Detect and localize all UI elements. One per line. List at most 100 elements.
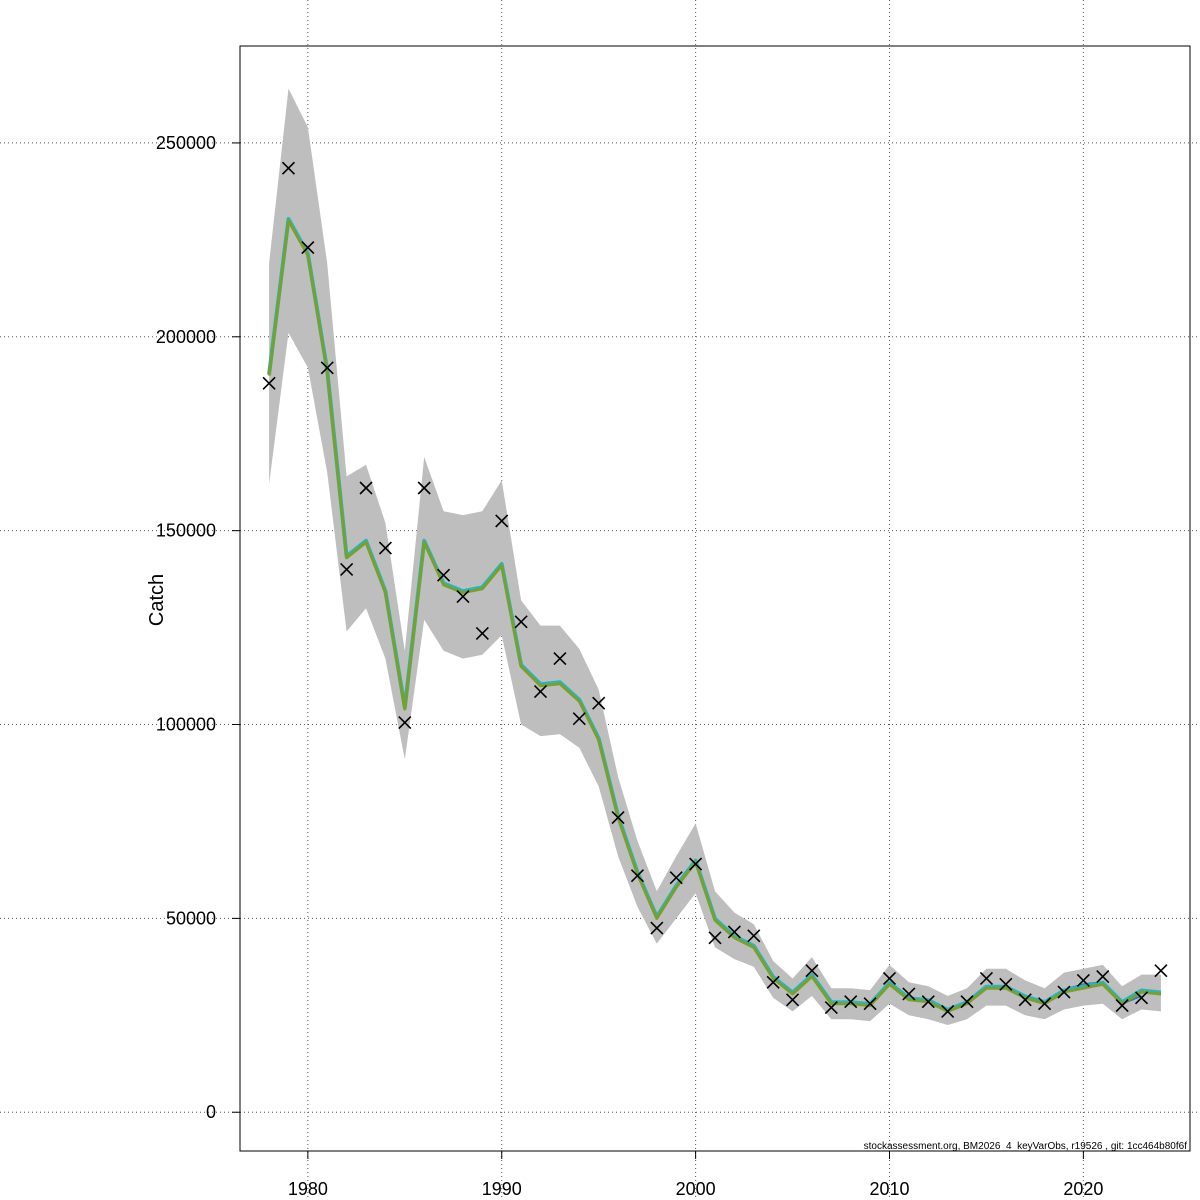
- observed-point-stroke-b: [669, 871, 683, 885]
- observed-point-stroke-b: [1134, 991, 1149, 1005]
- observed-point-1987: [437, 568, 451, 582]
- x-axis: 1980 1990 2000 2010 2020: [288, 1151, 1103, 1199]
- observed-point-stroke-b: [592, 696, 606, 710]
- observed-point-stroke-b: [553, 652, 567, 666]
- x-tick-label-2010: 2010: [869, 1179, 909, 1199]
- observed-point-1992: [533, 684, 548, 699]
- observed-point-stroke-b: [281, 161, 296, 175]
- observed-point-2017: [1018, 993, 1032, 1007]
- observed-point-1980: [301, 241, 315, 255]
- observed-point-2011: [902, 987, 916, 1001]
- observed-point-1978: [262, 376, 276, 390]
- y-tick-label-50000: 50000: [166, 908, 216, 928]
- observed-point-1999: [669, 871, 683, 885]
- observed-point-stroke-b: [340, 562, 354, 576]
- observed-point-stroke-b: [301, 241, 315, 255]
- observed-point-stroke-b: [398, 716, 412, 730]
- observed-point-2021: [1096, 969, 1110, 984]
- observed-point-stroke-b: [1057, 985, 1071, 999]
- observed-point-2004: [766, 975, 780, 989]
- observed-point-stroke-b: [514, 615, 528, 629]
- observed-point-1997: [630, 869, 645, 883]
- observed-point-2010: [882, 971, 897, 986]
- observed-point-stroke-b: [824, 1000, 838, 1015]
- observed-point-2014: [960, 995, 974, 1009]
- observed-point-stroke-b: [437, 568, 451, 582]
- observed-point-stroke-b: [495, 514, 509, 528]
- observed-point-1983: [359, 481, 373, 495]
- observed-point-2000: [689, 857, 703, 871]
- observed-point-1981: [320, 361, 334, 375]
- observed-point-stroke-b: [747, 929, 761, 943]
- x-tick-label-2020: 2020: [1063, 1179, 1103, 1199]
- plot-frame: [239, 45, 1191, 1152]
- y-tick-label-200000: 200000: [156, 327, 216, 347]
- confidence-band: [269, 88, 1161, 1026]
- observed-point-stroke-b: [979, 971, 993, 986]
- observed-point-stroke-b: [863, 997, 877, 1011]
- observed-point-stroke-b: [999, 977, 1013, 991]
- y-axis: 0 50000 100000 150000 200000 250000: [156, 133, 240, 1122]
- observed-point-1984: [378, 541, 392, 555]
- observed-point-1986: [417, 481, 431, 495]
- observed-point-2002: [727, 925, 741, 939]
- observed-point-2006: [805, 964, 819, 978]
- observed-point-stroke-b: [650, 921, 664, 935]
- observed-point-2016: [999, 977, 1013, 991]
- observed-point-stroke-b: [882, 971, 897, 986]
- observed-point-2001: [708, 931, 722, 945]
- observed-point-1993: [553, 652, 567, 666]
- observed-point-2018: [1038, 997, 1052, 1011]
- observed-point-stroke-b: [572, 712, 586, 726]
- observed-point-stroke-b: [1076, 973, 1090, 987]
- observed-point-stroke-b: [960, 995, 974, 1009]
- observed-point-stroke-b: [689, 857, 703, 871]
- observed-point-1990: [495, 514, 509, 528]
- observed-point-2019: [1057, 985, 1071, 999]
- observed-point-stroke-b: [1115, 999, 1129, 1013]
- observed-point-1982: [340, 562, 354, 576]
- observed-point-stroke-b: [262, 376, 276, 390]
- observed-point-1998: [650, 921, 664, 935]
- observed-point-1996: [611, 810, 625, 825]
- observed-point-1994: [572, 712, 586, 726]
- y-tick-label-0: 0: [206, 1102, 216, 1122]
- x-tick-label-2000: 2000: [676, 1179, 716, 1199]
- observed-point-stroke-b: [921, 995, 935, 1009]
- observed-point-stroke-b: [1154, 964, 1168, 978]
- x-tick-label-1990: 1990: [482, 1179, 522, 1199]
- observed-point-stroke-b: [766, 975, 780, 989]
- observed-point-stroke-b: [417, 481, 431, 495]
- observed-point-stroke-b: [844, 995, 858, 1009]
- observed-point-stroke-b: [456, 589, 470, 604]
- y-tick-label-250000: 250000: [156, 133, 216, 153]
- observed-point-1985: [398, 716, 412, 730]
- y-axis-title: Catch: [146, 574, 168, 626]
- observed-point-1989: [475, 626, 489, 640]
- fitted-line: [267, 219, 1162, 1013]
- observed-point-stroke-b: [941, 1004, 955, 1018]
- observed-point-2003: [747, 929, 761, 943]
- observed-point-2015: [979, 971, 993, 986]
- fitted-catch-line: [267, 217, 1162, 1013]
- confidence-band-area: [269, 88, 1161, 1026]
- y-tick-label-150000: 150000: [156, 521, 216, 541]
- observed-point-1991: [514, 615, 528, 629]
- observed-point-stroke-b: [1096, 969, 1110, 984]
- observed-point-stroke-b: [320, 361, 334, 375]
- observed-point-2012: [921, 995, 935, 1009]
- observed-point-stroke-b: [708, 931, 722, 945]
- x-tick-label-1980: 1980: [288, 1179, 328, 1199]
- observed-point-2022: [1115, 999, 1129, 1013]
- observed-point-stroke-b: [359, 481, 373, 495]
- observed-point-stroke-b: [475, 626, 489, 640]
- observed-point-stroke-b: [533, 684, 548, 699]
- observed-point-2024: [1154, 964, 1168, 978]
- footer-note: stockassessment.org, BM2026_4_keyVarObs,…: [864, 1141, 1188, 1152]
- observed-point-2008: [844, 995, 858, 1009]
- observed-point-2009: [863, 997, 877, 1011]
- observed-point-2020: [1076, 973, 1090, 987]
- observed-point-stroke-b: [1018, 993, 1032, 1007]
- observed-point-stroke-b: [902, 987, 916, 1001]
